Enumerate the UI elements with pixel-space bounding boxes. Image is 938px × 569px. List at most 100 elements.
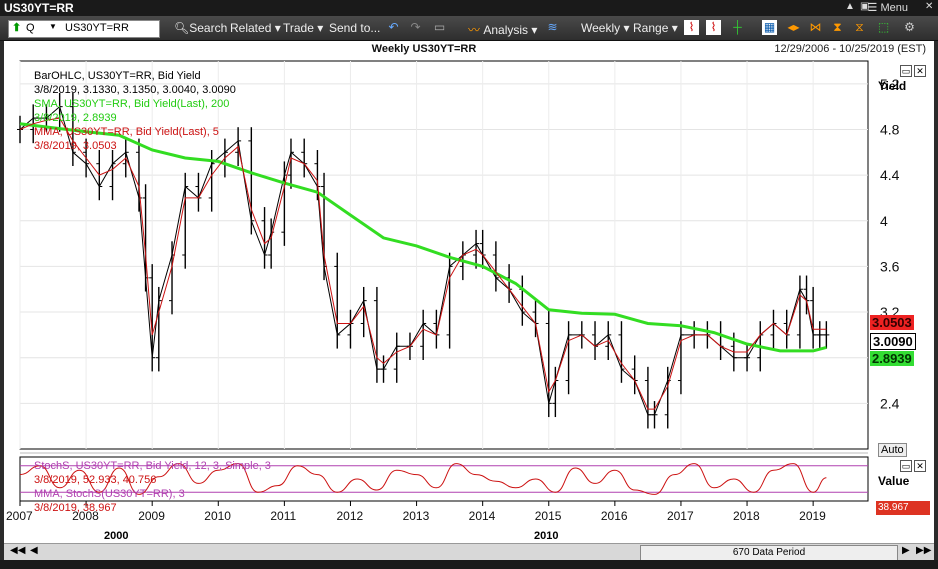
bottom-scroll-bar[interactable]: ◀◀ ◀ 670 Data Period ▶ ▶▶ xyxy=(4,543,934,561)
y-tick-label: 2.4 xyxy=(880,395,900,411)
x-tick-label: 2014 xyxy=(469,509,496,523)
menu-icon: ☰ xyxy=(867,2,881,14)
menu-button[interactable]: ☰ Menu xyxy=(868,1,908,14)
data-period-label: 670 Data Period xyxy=(732,547,806,558)
x-tick-label: 2016 xyxy=(601,509,628,523)
scroll-last-icon[interactable]: ▶▶ xyxy=(916,545,932,556)
compress-icon[interactable]: ⧖ xyxy=(855,20,864,34)
main-chart-svg[interactable]: 2.42.83.23.644.44.85.2 20072008200920102… xyxy=(4,41,934,543)
decade-label-2000: 2000 xyxy=(104,530,129,542)
stoch-legend-values: 3/8/2019, 52.933, 40.756 xyxy=(34,474,157,486)
chart-style-icon[interactable]: ⌇ xyxy=(706,20,721,35)
send-to-label: Send to... xyxy=(329,21,381,35)
wave-icon[interactable]: ≋ xyxy=(547,20,558,34)
stoch-mma-legend-values: 3/8/2019, 38.967 xyxy=(34,502,117,514)
y-tick-label: 4 xyxy=(880,213,888,229)
zoom-horizontal-icon[interactable]: ⋈ xyxy=(809,20,822,34)
x-tick-label: 2013 xyxy=(403,509,430,523)
pane-maximize-icon[interactable]: ▭ xyxy=(900,65,912,77)
yield-axis-title: Yield xyxy=(878,79,907,93)
x-tick-label: 2012 xyxy=(336,509,363,523)
folder-icon[interactable]: ▭ xyxy=(433,20,446,34)
window-title: US30YT=RR xyxy=(4,1,74,15)
y-tick-label: 5.2 xyxy=(880,76,900,92)
bar-legend-values: 3/8/2019, 3.1330, 3.1350, 3.0040, 3.0090 xyxy=(34,84,236,96)
y-tick-label: 4.4 xyxy=(880,167,900,183)
range-label: Range xyxy=(633,21,669,35)
related-label: Related xyxy=(230,21,272,35)
chart-title: Weekly US30YT=RR xyxy=(371,43,477,55)
stoch-mma-legend-label: MMA, StochS(US30YT=RR), 3 xyxy=(34,488,185,500)
last-price-label: 3.0090 xyxy=(870,333,916,350)
bottom-edge xyxy=(0,560,938,569)
stoch-plot-frame xyxy=(19,456,869,502)
bar-legend-label: BarOHLC, US30YT=RR, Bid Yield xyxy=(34,70,201,82)
up-arrow-icon: ⬆ xyxy=(12,22,22,34)
symbol-input[interactable]: US30YT=RR xyxy=(65,22,129,34)
scroll-left-right-icon[interactable]: ◂▸ xyxy=(787,20,800,34)
chevron-down-icon[interactable]: ▼ xyxy=(49,22,57,31)
mma-legend-values: 3/8/2019, 3.0503 xyxy=(34,140,117,152)
interval-button[interactable]: Weekly ▾ xyxy=(581,21,630,35)
sma-line xyxy=(19,122,827,353)
y-tick-label: 3.6 xyxy=(880,258,900,274)
zoom-vertical-icon[interactable]: ⧗ xyxy=(833,20,842,34)
sma-legend-values: 3/8/2019, 2.8939 xyxy=(34,112,117,124)
decade-label-2010: 2010 xyxy=(534,530,559,542)
value-axis-title: Value xyxy=(878,474,910,488)
stoch-line xyxy=(19,463,827,495)
lower-legend: StochS, US30YT=RR, Bid Yield, 12, 3, Sim… xyxy=(34,459,271,515)
x-tick-label: 2019 xyxy=(799,509,826,523)
pin-icon[interactable]: ▲ xyxy=(845,1,855,12)
symbol-prefix: Q xyxy=(26,22,35,34)
select-icon[interactable]: ⬚ xyxy=(877,20,890,34)
analysis-label: Analysis xyxy=(483,23,529,37)
upper-legend: BarOHLC, US30YT=RR, Bid Yield 3/8/2019, … xyxy=(34,69,236,153)
crosshair-icon[interactable]: ┼ xyxy=(733,20,742,34)
stoch-legend-label: StochS, US30YT=RR, Bid Yield, 12, 3, Sim… xyxy=(34,460,271,472)
x-tick-label: 2018 xyxy=(733,509,760,523)
search-label: Search xyxy=(189,21,228,35)
undo-icon[interactable]: ↶ xyxy=(388,20,399,34)
window-title-bar: US30YT=RR ▲ ▣ ☰ Menu ✕ xyxy=(0,0,938,16)
menu-label: Menu xyxy=(880,2,908,14)
trade-button[interactable]: Trade ▾ xyxy=(283,21,324,35)
search-icon: 🔍︎ xyxy=(174,21,190,35)
x-tick-label: 2015 xyxy=(535,509,562,523)
toolbar: ⬆ Q ▼ US30YT=RR 🔍︎Search Related ▾ Trade… xyxy=(0,16,938,41)
range-button[interactable]: Range ▾ xyxy=(633,21,678,35)
window-icon[interactable]: ▦ xyxy=(762,20,777,35)
sma-legend-label: SMA, US30YT=RR, Bid Yield(Last), 200 xyxy=(34,98,230,110)
pane-close-icon[interactable]: ✕ xyxy=(914,65,926,77)
x-tick-label: 2011 xyxy=(270,509,296,523)
data-period-scroller[interactable]: 670 Data Period xyxy=(640,545,898,561)
scroll-first-icon[interactable]: ◀◀ xyxy=(10,545,26,556)
y-tick-label: 4.8 xyxy=(880,121,900,137)
scroll-prev-icon[interactable]: ◀ xyxy=(30,545,38,556)
lower-pane-maximize-icon[interactable]: ▭ xyxy=(900,460,912,472)
lower-value-badge: 38.967 xyxy=(876,501,930,515)
lower-pane-close-icon[interactable]: ✕ xyxy=(914,460,926,472)
sma-price-label: 2.8939 xyxy=(870,351,914,366)
x-tick-label: 2009 xyxy=(138,509,165,523)
settings-icon[interactable]: ⚙ xyxy=(904,20,915,34)
close-icon[interactable]: ✕ xyxy=(925,1,934,12)
search-button[interactable]: 🔍︎Search xyxy=(174,21,227,35)
mma-legend-label: MMA, US30YT=RR, Bid Yield(Last), 5 xyxy=(34,126,219,138)
restore-icon[interactable]: ▣ xyxy=(860,1,870,12)
chart-type-icon[interactable]: ⌇ xyxy=(684,20,699,35)
symbol-box[interactable]: ⬆ Q ▼ US30YT=RR xyxy=(8,20,160,38)
mma-price-label: 3.0503 xyxy=(870,315,914,330)
redo-icon[interactable]: ↷ xyxy=(410,20,421,34)
analysis-button[interactable]: 〰 Analysis ▾ xyxy=(468,23,538,37)
trade-label: Trade xyxy=(283,21,314,35)
chart-area[interactable]: Weekly US30YT=RR 12/29/2006 - 10/25/2019… xyxy=(4,41,934,543)
send-to-button[interactable]: Send to... xyxy=(329,21,380,35)
scroll-next-icon[interactable]: ▶ xyxy=(902,545,910,556)
interval-label: Weekly xyxy=(581,21,621,35)
x-tick-label: 2007 xyxy=(6,509,33,523)
x-tick-label: 2010 xyxy=(204,509,231,523)
analysis-icon: 〰 xyxy=(468,23,481,37)
related-button[interactable]: Related ▾ xyxy=(230,21,281,35)
auto-scale-button[interactable]: Auto xyxy=(878,443,907,457)
